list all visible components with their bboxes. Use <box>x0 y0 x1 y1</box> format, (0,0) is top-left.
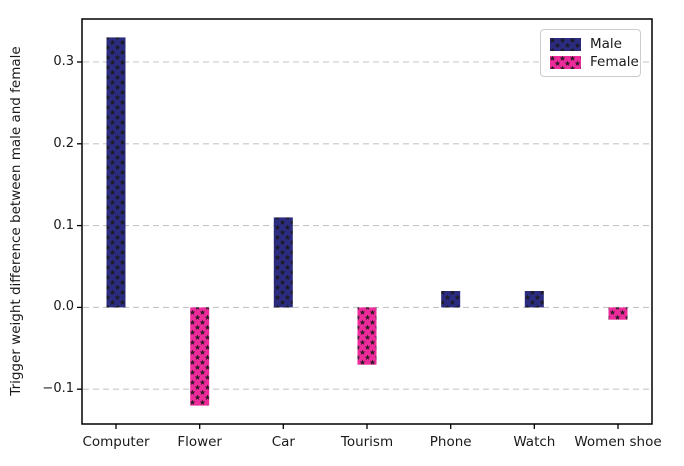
legend-swatch-female-icon <box>550 56 581 69</box>
legend: Male Female <box>540 29 641 77</box>
legend-swatch-male-icon <box>550 38 581 51</box>
x-tick-label-tourism: Tourism <box>340 434 394 450</box>
plot-border <box>81 18 653 425</box>
legend-label-male: Male <box>590 36 622 52</box>
axis-ticks <box>77 61 619 429</box>
bar-watch <box>524 291 544 308</box>
x-tick-label-phone: Phone <box>429 434 472 450</box>
legend-label-female: Female <box>590 54 639 70</box>
x-tick-label-flower: Flower <box>177 434 222 450</box>
y-tick-label-−0.1: −0.1 <box>42 381 74 397</box>
bar-tourism <box>357 307 377 365</box>
x-tick-label-car: Car <box>271 434 295 450</box>
y-tick-label-0.2: 0.2 <box>53 135 74 151</box>
bar-women-shoe <box>608 307 628 320</box>
y-tick-label-0.1: 0.1 <box>53 217 74 233</box>
y-tick-label-0.0: 0.0 <box>53 299 74 315</box>
bar-car <box>273 217 293 308</box>
y-tick-label-0.3: 0.3 <box>53 53 74 69</box>
bar-phone <box>441 291 461 308</box>
x-tick-label-watch: Watch <box>513 434 556 450</box>
legend-item-male: Male <box>550 37 631 52</box>
x-tick-label-women-shoe: Women shoe <box>574 434 662 450</box>
y-axis-title: Trigger weight difference between male a… <box>8 46 24 396</box>
x-tick-label-computer: Computer <box>82 434 150 450</box>
legend-item-female: Female <box>550 55 639 70</box>
bars <box>106 37 628 406</box>
bar-flower <box>190 307 210 406</box>
bar-computer <box>106 37 126 308</box>
